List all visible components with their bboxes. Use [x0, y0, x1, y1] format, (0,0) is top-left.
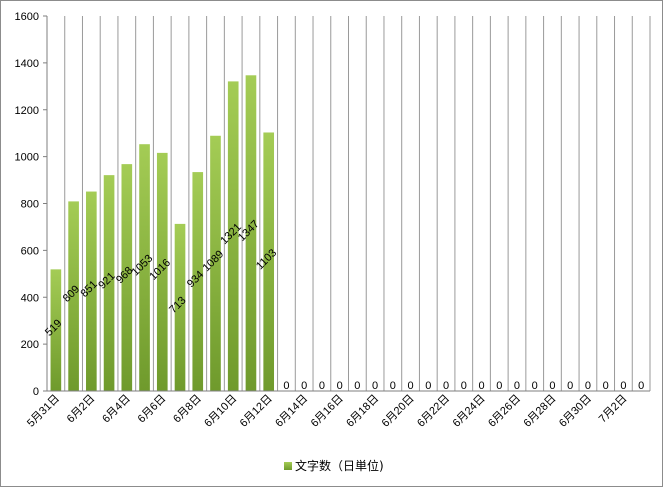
data-label: 0	[496, 380, 502, 392]
bar	[68, 201, 79, 391]
data-label: 0	[443, 380, 449, 392]
bar	[192, 172, 204, 391]
x-tick-label: 7月2日	[597, 393, 630, 426]
x-tick-label: 6月22日	[415, 393, 452, 430]
axes	[43, 15, 650, 392]
x-tick-label: 6月24日	[451, 393, 488, 430]
y-tick-label: 800	[21, 199, 39, 211]
bar	[174, 223, 186, 391]
x-tick-label: 6月30日	[557, 393, 594, 430]
y-tick-label: 1000	[15, 152, 39, 164]
data-label: 0	[478, 380, 484, 392]
bar	[210, 135, 221, 391]
x-tick-label: 6月6日	[136, 393, 169, 426]
data-label: 0	[549, 380, 555, 392]
data-label: 0	[337, 380, 343, 392]
legend-label: 文字数（日単位)	[295, 458, 384, 473]
data-label: 713	[167, 295, 188, 316]
data-label: 0	[461, 380, 467, 392]
data-label: 0	[425, 380, 431, 392]
data-label: 0	[390, 380, 396, 392]
bar	[245, 75, 257, 391]
x-tick-label: 6月16日	[309, 393, 346, 430]
x-tick-label: 6月12日	[238, 393, 275, 430]
data-label: 0	[372, 380, 378, 392]
data-label: 0	[585, 380, 591, 392]
x-tick-label: 6月26日	[486, 393, 523, 430]
bar	[121, 164, 133, 391]
data-label: 0	[514, 380, 520, 392]
y-tick-label: 600	[21, 245, 39, 257]
data-label: 0	[638, 380, 644, 392]
data-label: 0	[620, 380, 626, 392]
data-label: 0	[408, 380, 414, 392]
y-axis-tick-labels: 0 200 400 600 800 1000 1200 1400 1600	[15, 11, 39, 398]
data-label: 0	[319, 380, 325, 392]
bar	[263, 132, 275, 391]
legend: 文字数（日単位)	[284, 458, 384, 473]
x-tick-label: 6月28日	[522, 393, 559, 430]
bar	[103, 175, 115, 391]
data-label: 0	[283, 380, 289, 392]
y-tick-label: 1200	[15, 105, 39, 117]
data-label: 0	[301, 380, 307, 392]
bar	[227, 81, 239, 391]
y-tick-label: 1400	[15, 58, 39, 70]
y-tick-label: 0	[33, 386, 39, 398]
data-label: 0	[354, 380, 360, 392]
x-tick-label: 6月18日	[344, 393, 381, 430]
data-labels: 5198098519219681053101671393410891321134…	[43, 218, 644, 392]
x-tick-label: 6月4日	[100, 393, 133, 426]
x-tick-label: 6月10日	[202, 393, 239, 430]
data-label: 519	[43, 317, 64, 338]
y-tick-label: 1600	[15, 11, 39, 23]
x-tick-label: 6月8日	[171, 393, 204, 426]
x-tick-label: 6月2日	[65, 393, 98, 426]
x-tick-label: 6月14日	[273, 393, 310, 430]
bar	[86, 191, 97, 391]
legend-swatch	[284, 462, 292, 470]
bar	[50, 269, 62, 391]
x-tick-label: 6月20日	[380, 393, 417, 430]
x-tick-label: 5月31日	[25, 393, 62, 430]
data-label: 0	[603, 380, 609, 392]
y-tick-label: 200	[21, 339, 39, 351]
bars	[50, 75, 275, 391]
bar	[156, 152, 168, 391]
data-label: 0	[567, 380, 573, 392]
bar	[139, 144, 150, 391]
x-axis-tick-labels: 5月31日 6月2日 6月4日 6月6日 6月8日6月10日6月12日6月14日6月16…	[25, 393, 630, 430]
data-label: 809	[61, 283, 82, 304]
data-label: 934	[185, 269, 206, 290]
data-label: 0	[532, 380, 538, 392]
gridlines	[46, 16, 651, 391]
y-tick-label: 400	[21, 292, 39, 304]
data-label: 921	[96, 270, 117, 291]
